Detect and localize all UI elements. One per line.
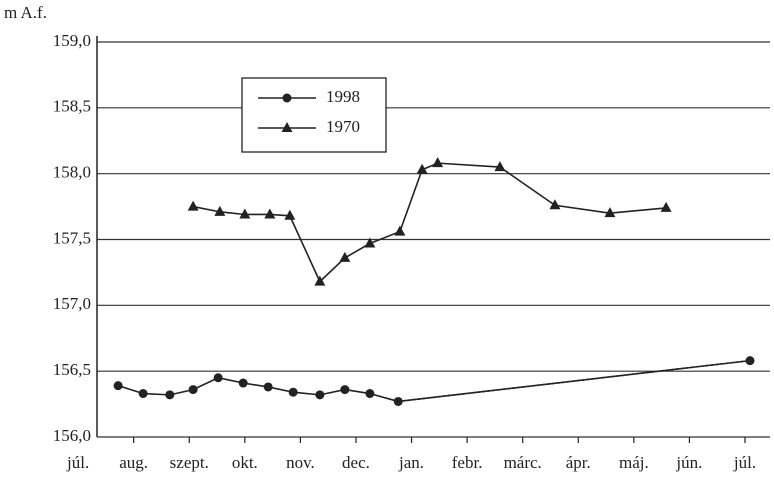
x-tick-label: szept.: [170, 453, 209, 472]
point: [494, 161, 506, 172]
x-tick-label: nov.: [286, 453, 315, 472]
x-tick-label: febr.: [452, 453, 483, 472]
y-tick-label: 159,0: [53, 31, 91, 50]
x-tick-label: aug.: [119, 453, 148, 472]
x-tick-label: ápr.: [566, 453, 591, 472]
point: [284, 209, 296, 220]
y-tick-label: 157,5: [53, 228, 91, 247]
point: [214, 205, 226, 216]
x-tick-label: márc.: [504, 453, 542, 472]
point: [432, 157, 444, 168]
point: [549, 199, 561, 210]
y-axis-label: m A.f.: [4, 3, 47, 22]
x-tick-label: dec.: [342, 453, 370, 472]
y-tick-label: 158,5: [53, 97, 91, 116]
point: [364, 237, 376, 248]
line: [117, 376, 399, 403]
point: [394, 225, 406, 236]
point: [339, 251, 351, 262]
legend-marker: [281, 122, 293, 132]
x-tick-label: okt.: [232, 453, 258, 472]
x-tick-label: júl.: [66, 453, 89, 472]
point: [238, 378, 248, 388]
point: [604, 207, 616, 218]
point: [187, 200, 199, 211]
legend-marker: [282, 93, 292, 103]
point: [416, 163, 428, 174]
y-tick-label: 156,0: [53, 426, 91, 445]
point: [365, 389, 375, 399]
line: [192, 162, 667, 283]
point: [188, 385, 198, 395]
point: [113, 381, 123, 391]
legend-box: [241, 77, 387, 153]
point: [239, 208, 251, 219]
point: [340, 385, 350, 395]
point: [264, 208, 276, 219]
point: [314, 275, 326, 286]
y-tick-label: 157,0: [53, 294, 91, 313]
point: [660, 201, 672, 212]
point: [393, 396, 403, 406]
y-tick-label: 156,5: [53, 360, 91, 379]
point: [315, 390, 325, 400]
point: [138, 389, 148, 399]
legend-label: 1998: [326, 87, 360, 106]
x-tick-label: jan.: [398, 453, 424, 472]
legend-label: 1970: [326, 117, 360, 136]
x-tick-label: máj.: [619, 453, 649, 472]
point: [165, 390, 175, 400]
point: [213, 373, 223, 383]
y-tick-label: 158,0: [53, 163, 91, 182]
point: [288, 387, 298, 397]
point: [263, 382, 273, 392]
x-tick-label: júl.: [733, 453, 756, 472]
point: [745, 356, 755, 366]
dotted-line: [398, 359, 751, 403]
x-tick-label: jún.: [675, 453, 702, 472]
